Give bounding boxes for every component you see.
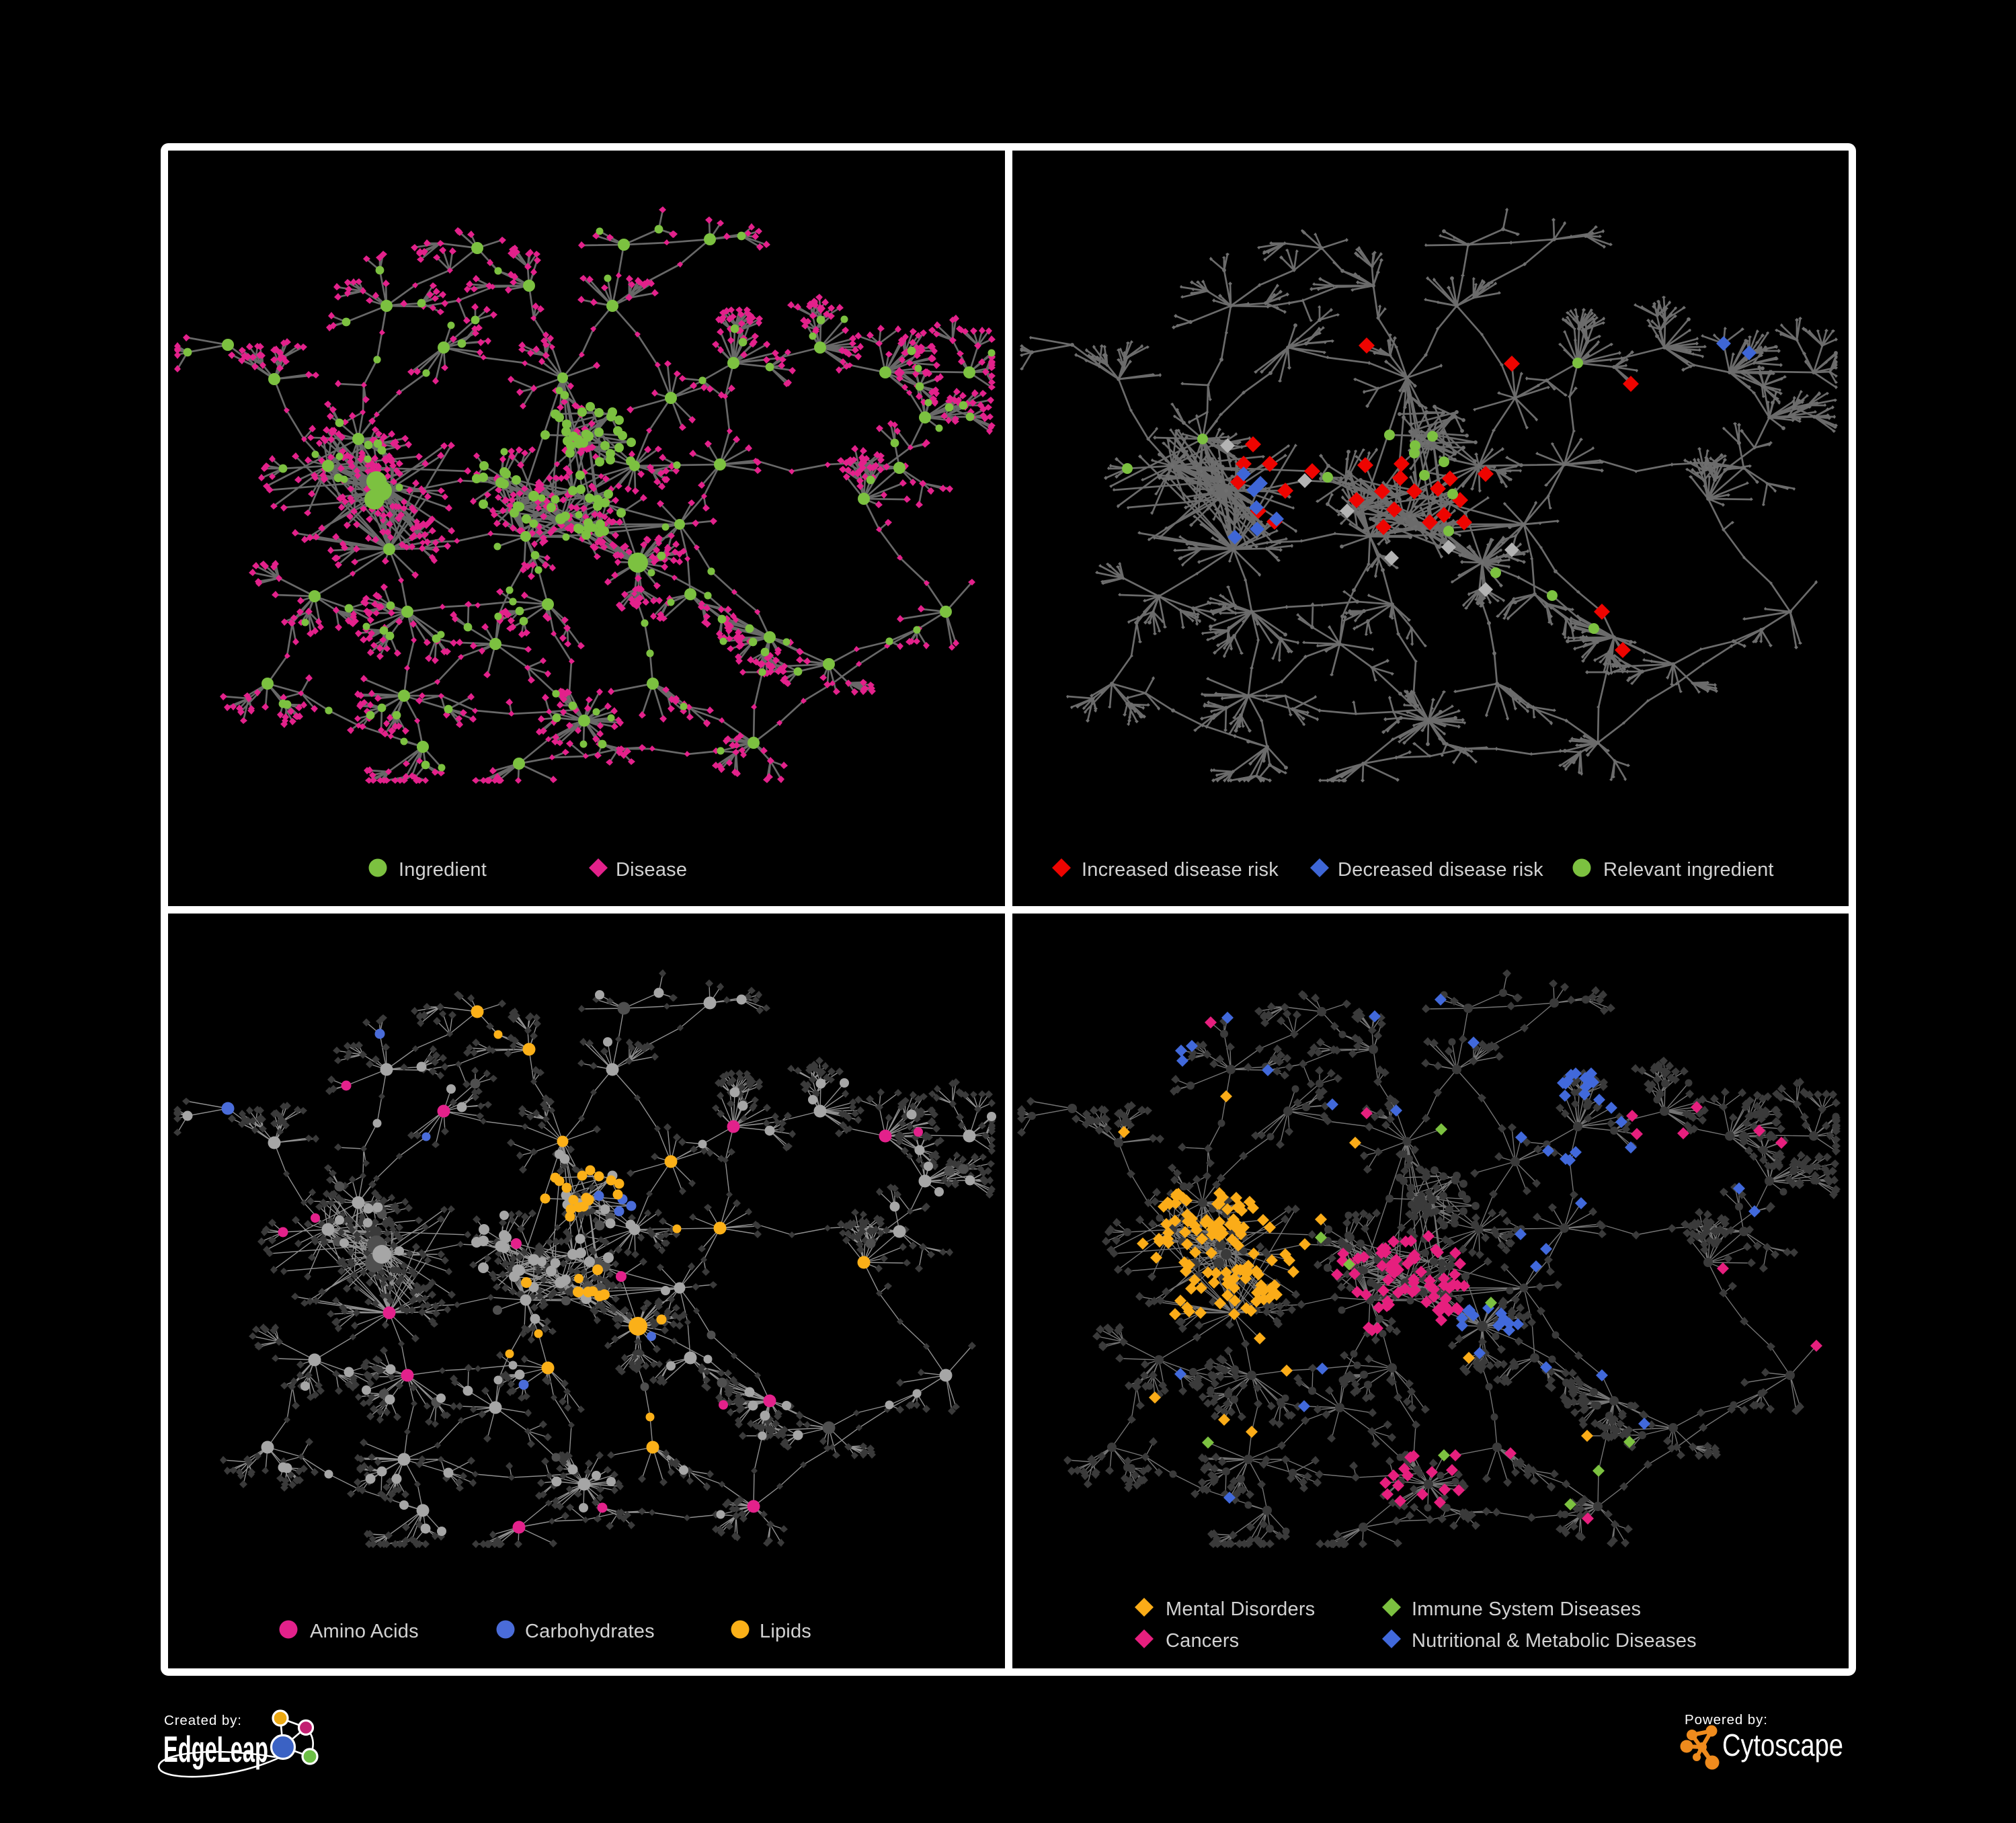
svg-text:Carbohydrates: Carbohydrates xyxy=(525,1621,655,1642)
svg-text:Decreased disease risk: Decreased disease risk xyxy=(1338,859,1543,881)
svg-text:Nutritional & Metabolic Diseas: Nutritional & Metabolic Diseases xyxy=(1412,1630,1697,1652)
svg-text:Disease: Disease xyxy=(616,859,687,881)
svg-text:EdgeLeap: EdgeLeap xyxy=(163,1728,268,1770)
svg-text:Powered by:: Powered by: xyxy=(1685,1712,1768,1728)
svg-text:Relevant ingredient: Relevant ingredient xyxy=(1603,859,1774,881)
svg-text:Increased disease risk: Increased disease risk xyxy=(1082,859,1279,881)
svg-text:Cancers: Cancers xyxy=(1166,1630,1239,1652)
svg-text:Immune System Diseases: Immune System Diseases xyxy=(1412,1598,1641,1620)
svg-text:Cytoscape: Cytoscape xyxy=(1722,1728,1843,1763)
svg-text:Created by:: Created by: xyxy=(164,1713,242,1728)
svg-text:Mental Disorders: Mental Disorders xyxy=(1166,1598,1315,1620)
svg-text:Lipids: Lipids xyxy=(760,1621,811,1642)
svg-text:Ingredient: Ingredient xyxy=(399,859,487,881)
svg-text:Amino Acids: Amino Acids xyxy=(310,1621,419,1642)
